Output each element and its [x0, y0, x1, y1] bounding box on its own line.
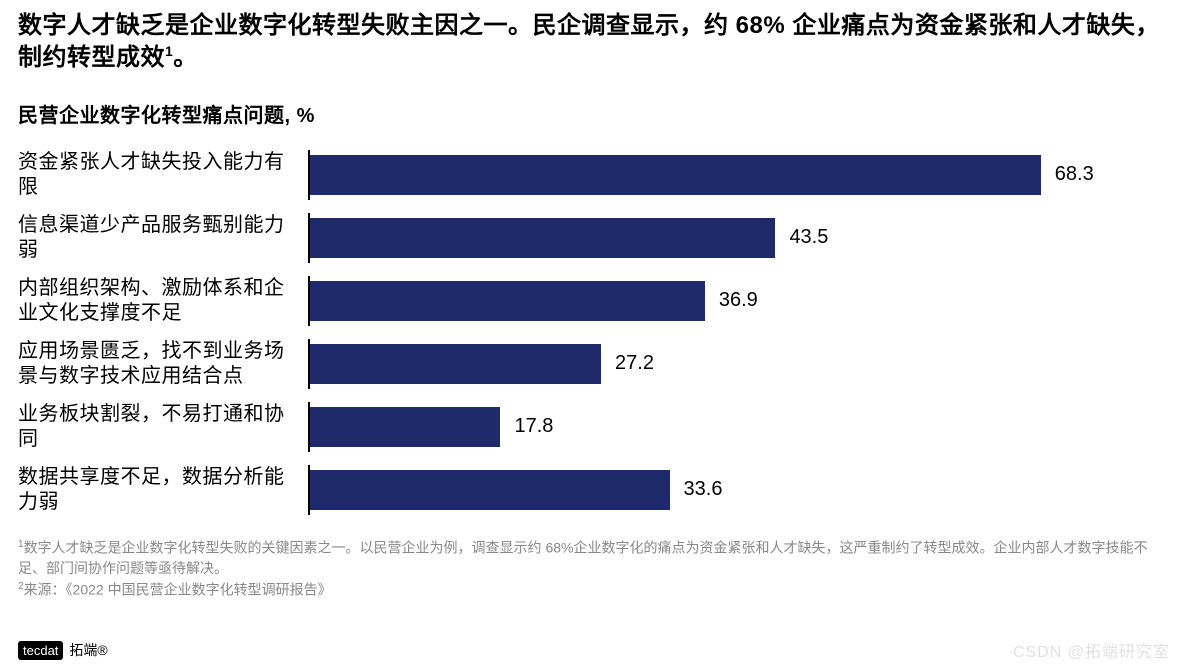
category-label: 业务板块割裂，不易打通和协同: [18, 402, 308, 452]
bar-zone: 43.5: [310, 218, 1166, 258]
bar-zone: 33.6: [310, 470, 1166, 510]
chart-title: 民营企业数字化转型痛点问题, %: [18, 99, 1166, 128]
bar: [310, 470, 670, 510]
chart-row: 资金紧张人才缺失投入能力有限 68.3: [18, 150, 1166, 200]
bar-value: 33.6: [684, 478, 723, 501]
bar-value: 43.5: [789, 226, 828, 249]
bar-value: 68.3: [1055, 163, 1094, 186]
bar: [310, 218, 775, 258]
bar: [310, 344, 601, 384]
footer-logo: tecdat 拓端®: [18, 640, 108, 660]
headline-percent: 68%: [736, 12, 786, 39]
chart-row: 信息渠道少产品服务甄别能力弱 43.5: [18, 213, 1166, 263]
page-headline: 数字人才缺乏是企业数字化转型失败主因之一。民企调查显示，约 68% 企业痛点为资…: [18, 10, 1166, 75]
chart-row: 数据共享度不足，数据分析能力弱 33.6: [18, 465, 1166, 515]
category-label: 资金紧张人才缺失投入能力有限: [18, 150, 308, 200]
bar-zone: 27.2: [310, 344, 1166, 384]
bar: [310, 155, 1041, 195]
logo-badge: tecdat: [18, 641, 63, 660]
footnote-1: 1数字人才缺乏是企业数字化转型失败的关键因素之一。以民营企业为例，调查显示约 6…: [18, 537, 1166, 580]
watermark: CSDN @拓端研究室: [1013, 638, 1170, 662]
footnotes: 1数字人才缺乏是企业数字化转型失败的关键因素之一。以民营企业为例，调查显示约 6…: [18, 537, 1166, 601]
category-label: 内部组织架构、激励体系和企业文化支撑度不足: [18, 276, 308, 326]
bar-zone: 36.9: [310, 281, 1166, 321]
footnote-2: 2来源：《2022 中国民营企业数字化转型调研报告》: [18, 579, 1166, 601]
bar-zone: 17.8: [310, 407, 1166, 447]
category-label: 数据共享度不足，数据分析能力弱: [18, 465, 308, 515]
chart-row: 应用场景匮乏，找不到业务场景与数字技术应用结合点 27.2: [18, 339, 1166, 389]
bar: [310, 281, 705, 321]
bar-zone: 68.3: [310, 155, 1166, 195]
bar-value: 36.9: [719, 289, 758, 312]
logo-text: 拓端®: [69, 640, 107, 660]
bar-chart-rows: 资金紧张人才缺失投入能力有限 68.3 信息渠道少产品服务甄别能力弱 43.5 内部组织…: [18, 150, 1166, 515]
bar-value: 27.2: [615, 352, 654, 375]
headline-end: 。: [173, 44, 198, 71]
bar: [310, 407, 500, 447]
chart-row: 业务板块割裂，不易打通和协同 17.8: [18, 402, 1166, 452]
chart-row: 内部组织架构、激励体系和企业文化支撑度不足 36.9: [18, 276, 1166, 326]
category-label: 应用场景匮乏，找不到业务场景与数字技术应用结合点: [18, 339, 308, 389]
category-label: 信息渠道少产品服务甄别能力弱: [18, 213, 308, 263]
bar-value: 17.8: [514, 415, 553, 438]
headline-pre: 数字人才缺乏是企业数字化转型失败主因之一。民企调查显示，约: [18, 12, 736, 39]
